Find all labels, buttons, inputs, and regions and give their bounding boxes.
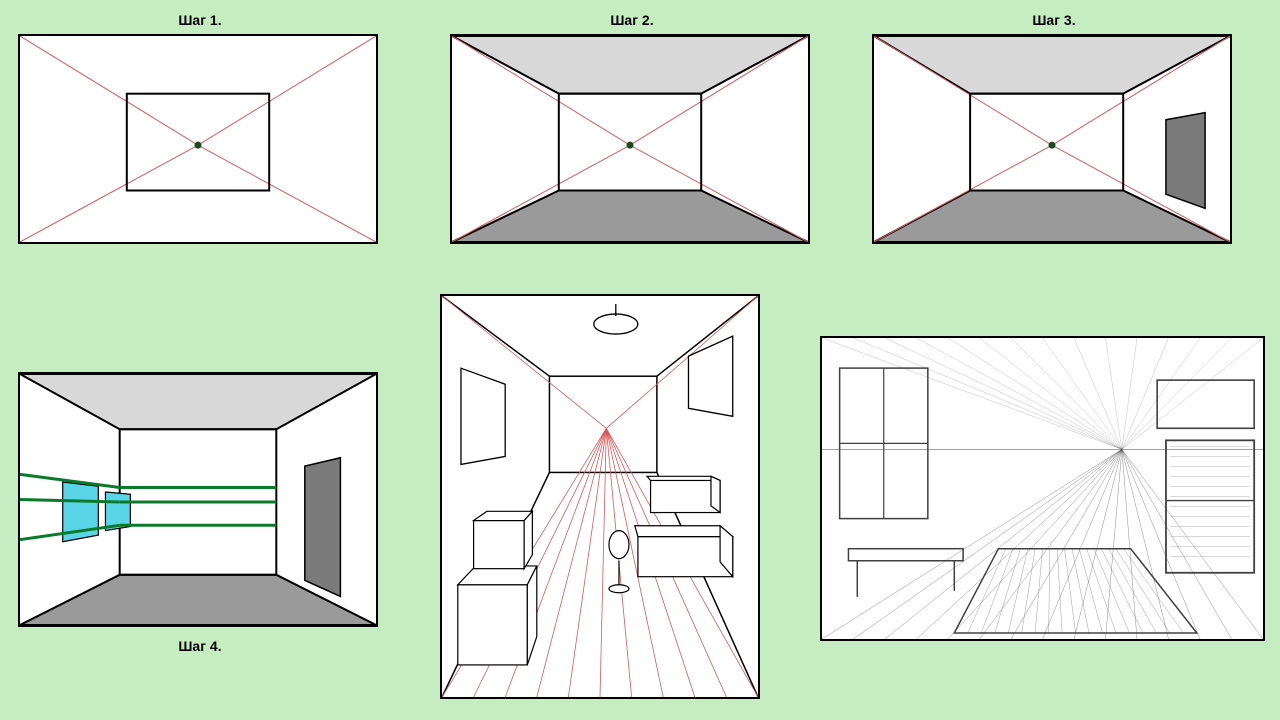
panel-step5 xyxy=(440,294,760,699)
diagram-step4 xyxy=(20,374,376,625)
panel-step4 xyxy=(18,372,378,627)
panel-step3 xyxy=(872,34,1232,244)
panel-step1 xyxy=(18,34,378,244)
diagram-sketch xyxy=(822,338,1263,639)
step2-label: Шаг 2. xyxy=(592,12,672,28)
step3-label: Шаг 3. xyxy=(1014,12,1094,28)
step4-label: Шаг 4. xyxy=(160,638,240,654)
diagram-step2 xyxy=(452,36,808,242)
diagram-step1 xyxy=(20,36,376,242)
diagram-step5 xyxy=(442,296,758,697)
diagram-step3 xyxy=(874,36,1230,242)
panel-step2 xyxy=(450,34,810,244)
tutorial-page: Шаг 1. Шаг 2. Шаг 3. Шаг 4. Шаг 5. xyxy=(0,0,1280,720)
panel-sketch xyxy=(820,336,1265,641)
step1-label: Шаг 1. xyxy=(160,12,240,28)
